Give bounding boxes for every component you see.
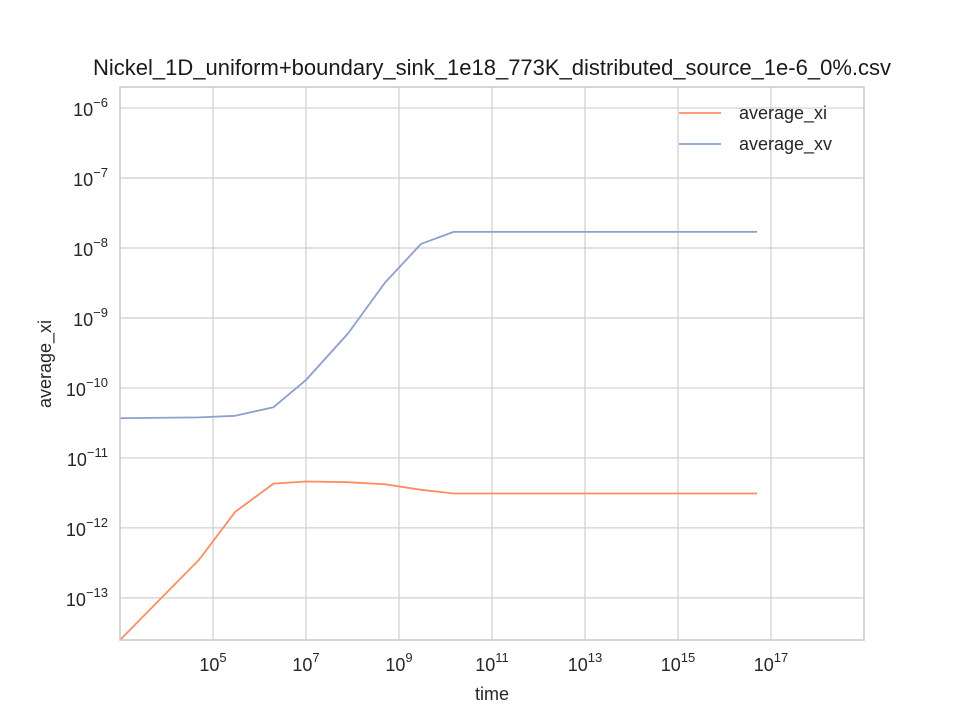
y-tick-label-exponent: −13	[86, 585, 108, 600]
chart-title: Nickel_1D_uniform+boundary_sink_1e18_773…	[93, 55, 891, 80]
x-tick-label-base: 10	[385, 655, 405, 675]
y-tick-label: 10−9	[73, 305, 108, 330]
y-axis-label: average_xi	[35, 320, 56, 408]
y-tick-label-exponent: −6	[93, 95, 108, 110]
legend-label: average_xv	[739, 134, 832, 155]
x-axis-label: time	[475, 684, 509, 704]
x-tick-label: 1017	[754, 650, 789, 675]
x-axis-ticks: 105 107 109 1011 1013 1015 1017	[199, 650, 788, 675]
y-tick-label-base: 10	[66, 590, 86, 610]
y-tick-label-exponent: −7	[93, 165, 108, 180]
x-tick-label-base: 10	[199, 655, 219, 675]
plot-area	[119, 86, 865, 641]
series-line-average-xv	[119, 230, 757, 420]
x-tick-label: 1011	[475, 650, 509, 675]
y-tick-label-exponent: −12	[86, 515, 108, 530]
x-tick-label-exponent: 5	[219, 650, 226, 665]
y-tick-label: 10−11	[67, 445, 108, 470]
x-tick-label-base: 10	[475, 655, 495, 675]
y-tick-label-base: 10	[73, 100, 93, 120]
y-tick-label: 10−12	[66, 515, 108, 540]
y-tick-label-base: 10	[73, 240, 93, 260]
x-tick-label-exponent: 7	[312, 650, 319, 665]
x-tick-label-base: 10	[754, 655, 774, 675]
y-tick-label: 10−6	[73, 95, 108, 120]
y-tick-label-base: 10	[67, 450, 87, 470]
x-tick-label: 1015	[661, 650, 696, 675]
series-lines	[119, 230, 757, 641]
y-tick-label-exponent: −8	[93, 235, 108, 250]
y-tick-label-base: 10	[66, 520, 86, 540]
y-tick-label: 10−8	[73, 235, 108, 260]
series-line-average-xi	[119, 480, 757, 641]
y-tick-label-base: 10	[73, 310, 93, 330]
y-tick-label: 10−7	[73, 165, 108, 190]
x-tick-label-base: 10	[292, 655, 312, 675]
x-tick-label: 1013	[568, 650, 603, 675]
y-tick-label-base: 10	[73, 170, 93, 190]
x-tick-label: 107	[292, 650, 319, 675]
y-tick-label-exponent: −10	[86, 375, 108, 390]
x-tick-label-base: 10	[661, 655, 681, 675]
x-tick-label-exponent: 9	[405, 650, 412, 665]
y-tick-label: 10−10	[66, 375, 108, 400]
x-tick-label-exponent: 17	[774, 650, 788, 665]
y-tick-label-exponent: −9	[93, 305, 108, 320]
x-tick-label-exponent: 15	[681, 650, 695, 665]
legend-label: average_xi	[739, 103, 827, 124]
x-tick-label-exponent: 11	[495, 650, 509, 665]
grid-lines	[120, 87, 864, 640]
plot-frame	[119, 86, 865, 641]
x-tick-label-exponent: 13	[588, 650, 602, 665]
x-tick-label: 105	[199, 650, 226, 675]
y-tick-label-exponent: −11	[87, 445, 108, 460]
y-tick-label-base: 10	[66, 380, 86, 400]
y-tick-label: 10−13	[66, 585, 108, 610]
x-tick-label: 109	[385, 650, 412, 675]
legend: average_xi average_xv	[679, 103, 832, 155]
x-tick-label-base: 10	[568, 655, 588, 675]
